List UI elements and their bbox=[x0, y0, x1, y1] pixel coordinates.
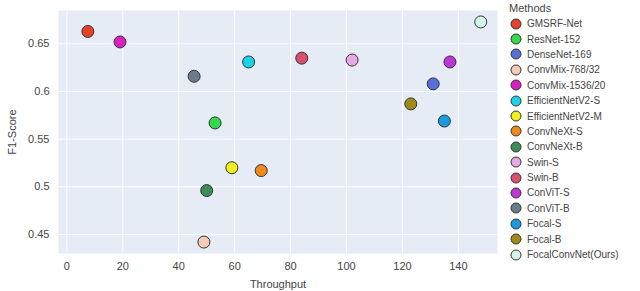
svg-text:120: 120 bbox=[393, 260, 411, 272]
html-text:ResNet-152: ResNet-152 bbox=[527, 33, 581, 45]
html-text:Focal-S: Focal-S bbox=[527, 218, 562, 230]
html-text:EfficientNetV2-M: EfficientNetV2-M bbox=[527, 110, 602, 122]
svg-text:F1-Score: F1-Score bbox=[6, 109, 18, 154]
html-text:FocalConvNet(Ours): FocalConvNet(Ours) bbox=[527, 249, 619, 260]
html-text:Methods: Methods bbox=[509, 2, 552, 14]
svg-text:140: 140 bbox=[449, 260, 467, 272]
html-text:ConViT-S: ConViT-S bbox=[527, 187, 570, 199]
svg-text:0.45: 0.45 bbox=[28, 228, 49, 240]
svg-text:Throughput: Throughput bbox=[250, 278, 306, 290]
html-text:GMSRF-Net: GMSRF-Net bbox=[527, 18, 582, 30]
svg-text:80: 80 bbox=[284, 260, 296, 272]
html-text:ConvMix-768/32: ConvMix-768/32 bbox=[527, 64, 600, 76]
svg-text:20: 20 bbox=[117, 260, 129, 272]
html-text:ConvNeXt-B: ConvNeXt-B bbox=[527, 141, 583, 153]
svg-text:0: 0 bbox=[64, 260, 70, 272]
html-text:Swin-B: Swin-B bbox=[527, 172, 559, 184]
html-text:Swin-S: Swin-S bbox=[527, 156, 559, 168]
svg-text:40: 40 bbox=[173, 260, 185, 272]
svg-text:0.55: 0.55 bbox=[28, 133, 49, 145]
svg-text:0.65: 0.65 bbox=[28, 37, 49, 49]
html-text:ConvMix-1536/20: ConvMix-1536/20 bbox=[527, 79, 606, 91]
svg-text:0.6: 0.6 bbox=[34, 85, 49, 97]
svg-text:100: 100 bbox=[337, 260, 355, 272]
html-text:Focal-B: Focal-B bbox=[527, 233, 562, 245]
svg-text:0.5: 0.5 bbox=[34, 180, 49, 192]
svg-text:60: 60 bbox=[229, 260, 241, 272]
html-text:ConViT-B: ConViT-B bbox=[527, 202, 570, 214]
html-text:ConvNeXt-S: ConvNeXt-S bbox=[527, 125, 583, 137]
html-text:EfficientNetV2-S: EfficientNetV2-S bbox=[527, 95, 601, 107]
html-text:DenseNet-169: DenseNet-169 bbox=[527, 49, 592, 60]
